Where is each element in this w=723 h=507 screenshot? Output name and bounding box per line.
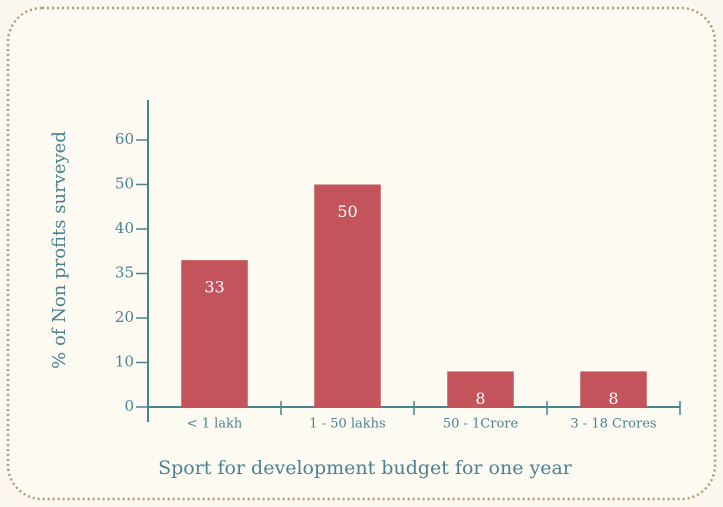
y-tick-label: 60 (115, 130, 134, 148)
y-axis-label: % of Non profits surveyed (49, 131, 70, 369)
y-tick-label: 50 (115, 175, 134, 193)
y-tick-label: 40 (115, 219, 134, 237)
bar (181, 260, 248, 407)
bar (580, 371, 647, 407)
x-tick-label: 3 - 18 Crores (570, 417, 656, 432)
x-tick-label: 50 - 1Crore (443, 417, 519, 432)
data-label: 50 (337, 202, 357, 221)
y-tick-label: 35 (115, 264, 134, 282)
bar (447, 371, 514, 407)
bar (314, 184, 381, 407)
data-label: 8 (608, 389, 618, 408)
y-tick-label: 0 (124, 397, 134, 415)
data-label: 8 (475, 389, 485, 408)
x-axis-label: Sport for development budget for one yea… (158, 457, 573, 479)
data-label: 33 (204, 278, 224, 297)
y-tick-label: 20 (115, 308, 134, 326)
x-tick-label: < 1 lakh (187, 417, 243, 432)
y-tick-label: 10 (115, 353, 134, 371)
x-tick-label: 1 - 50 lakhs (309, 417, 385, 432)
